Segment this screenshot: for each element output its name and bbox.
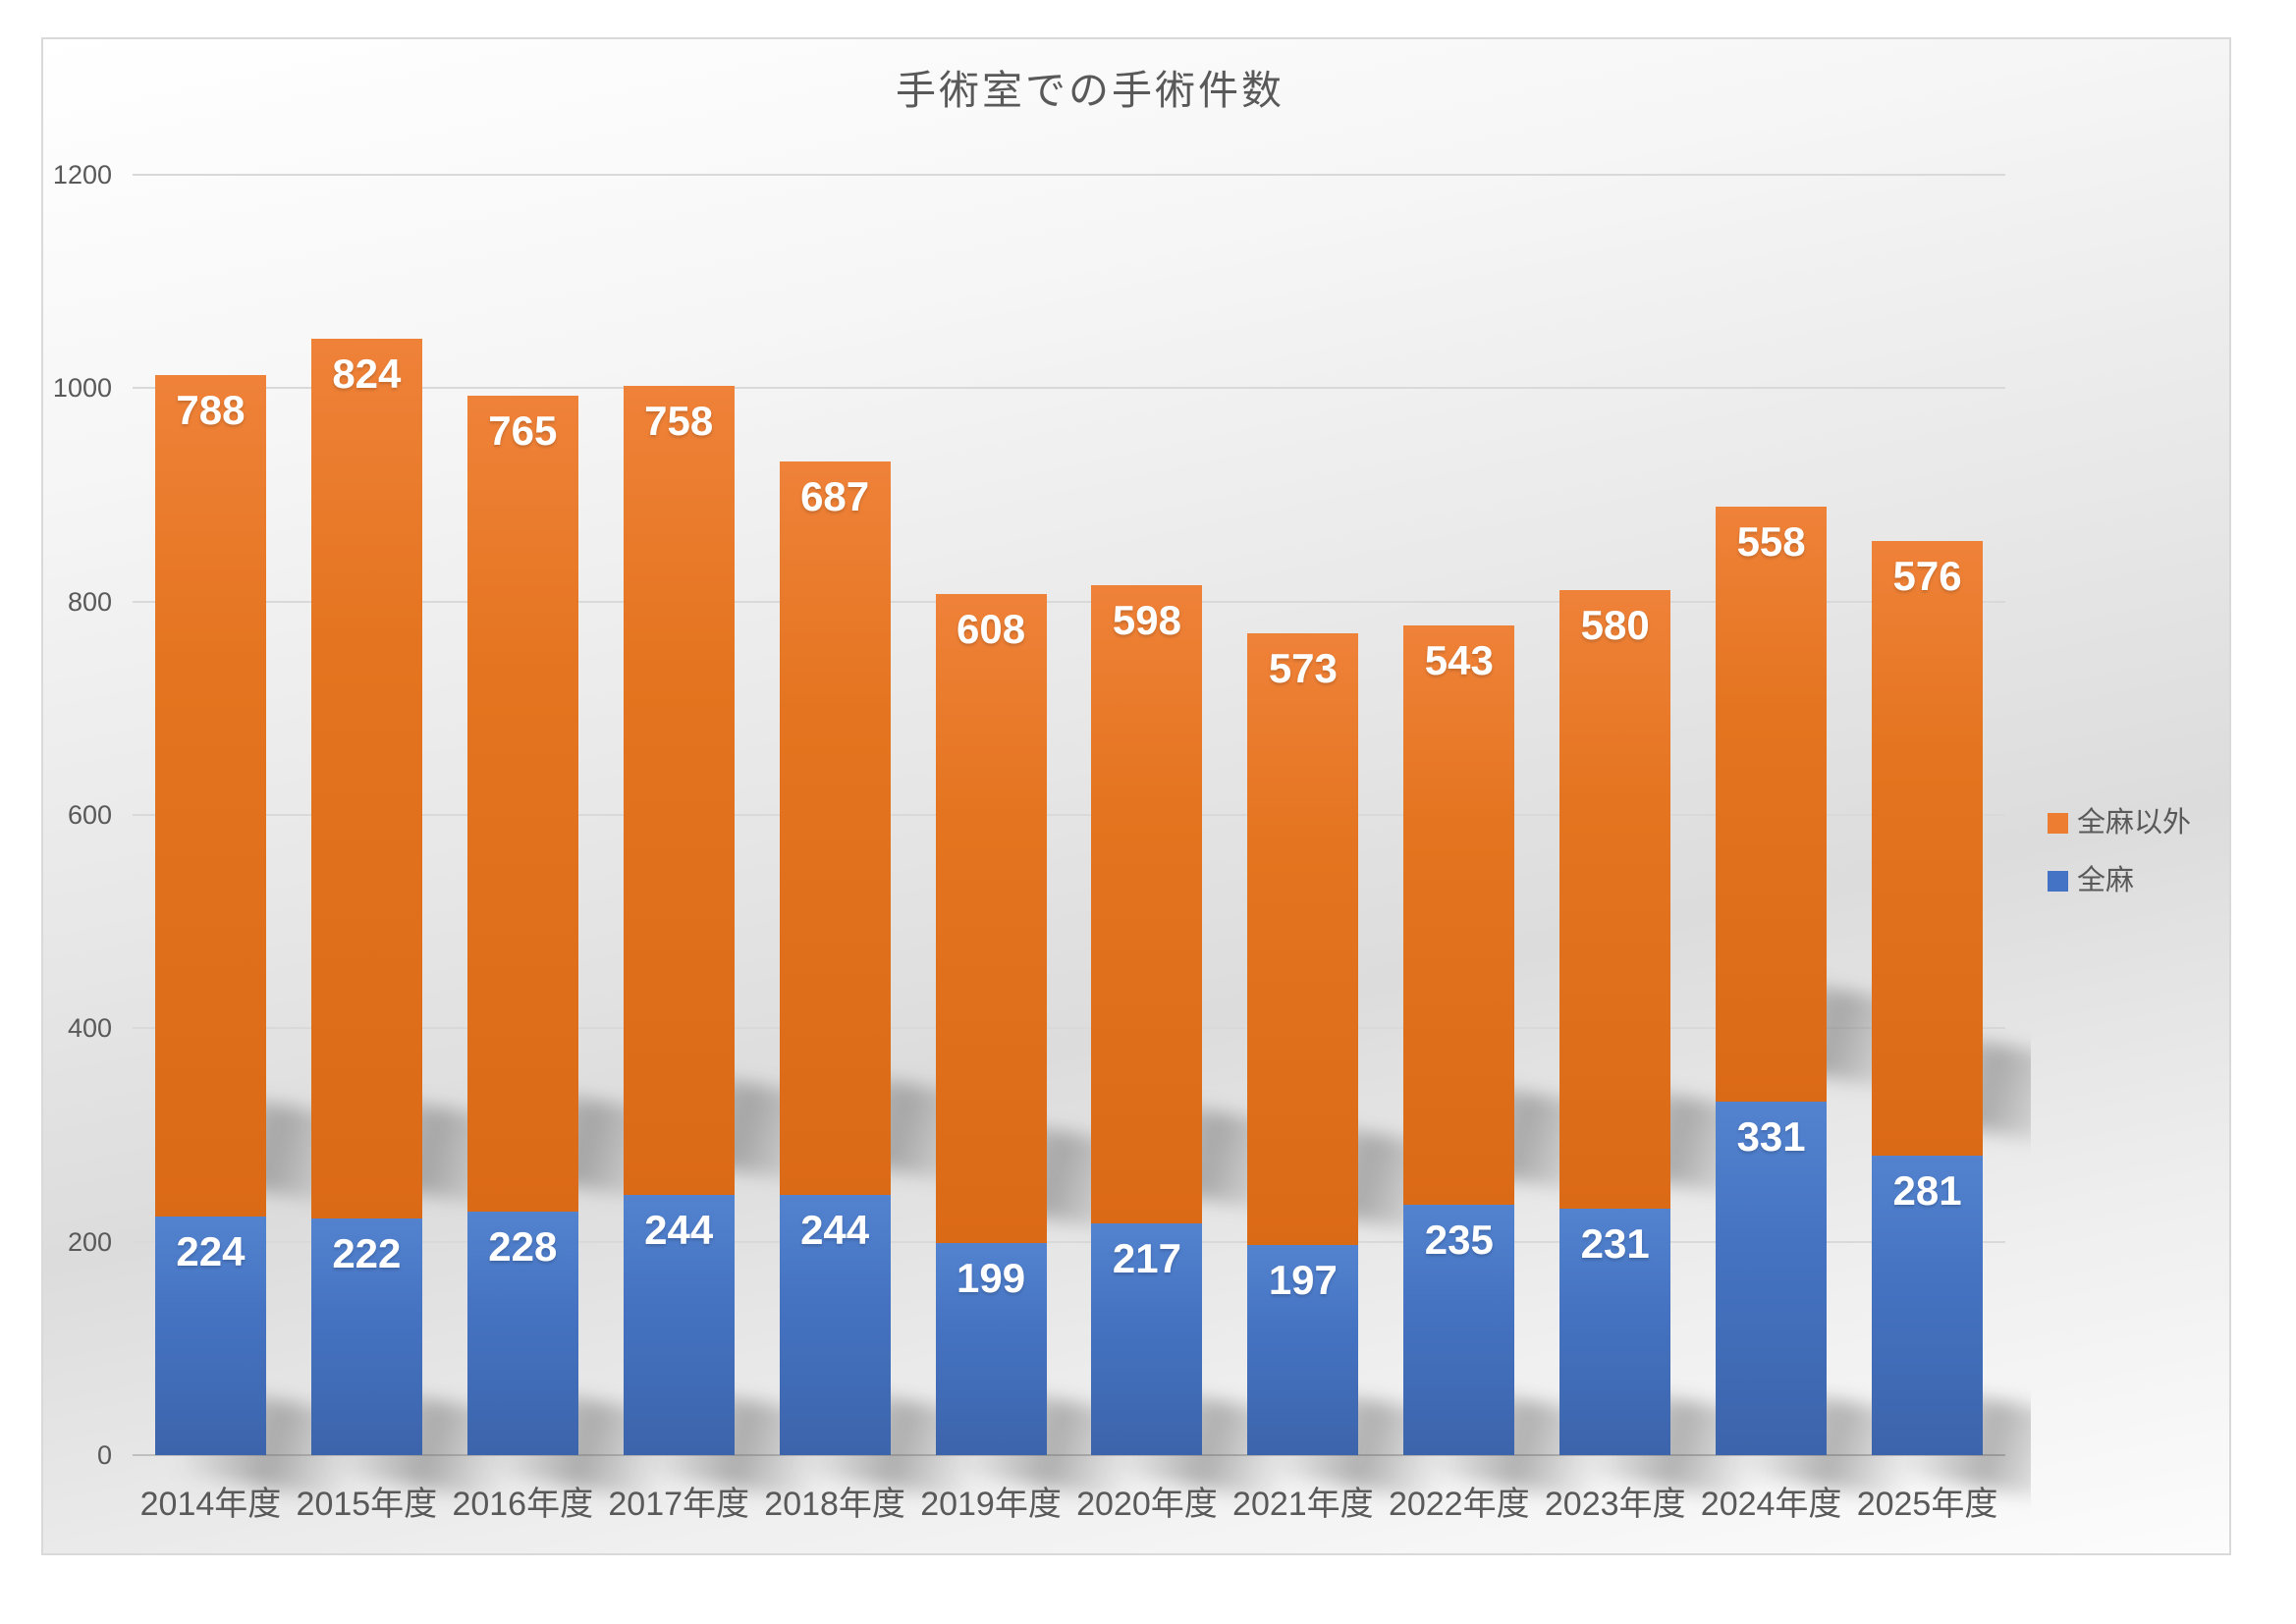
value-label-general: 217 bbox=[1112, 1235, 1181, 1282]
legend-item-non-general-anesthesia[interactable]: 全麻以外 bbox=[2048, 807, 2191, 839]
value-label-general: 222 bbox=[332, 1229, 402, 1276]
value-label-non-general: 558 bbox=[1736, 517, 1806, 565]
segment-non-general-2025年度[interactable]: 576 bbox=[1872, 540, 1984, 1156]
x-axis-label-2019年度: 2019年度 bbox=[920, 1486, 1062, 1523]
value-label-non-general: 598 bbox=[1112, 597, 1181, 644]
x-axis-label-2014年度: 2014年度 bbox=[139, 1486, 282, 1523]
gridline-600 bbox=[133, 814, 2005, 816]
value-label-general: 231 bbox=[1580, 1219, 1650, 1267]
value-label-general: 244 bbox=[800, 1206, 870, 1253]
segment-non-general-2019年度[interactable]: 608 bbox=[935, 594, 1047, 1243]
value-label-non-general: 758 bbox=[644, 398, 714, 445]
segment-non-general-2014年度[interactable]: 788 bbox=[154, 375, 266, 1217]
y-tick-label-400: 400 bbox=[67, 1013, 112, 1044]
stacked-bar-2023年度: 580 231 bbox=[1559, 589, 1671, 1455]
legend-label: 全麻以外 bbox=[2077, 807, 2192, 839]
segment-general-2015年度[interactable]: 222 bbox=[310, 1218, 422, 1455]
stacked-bar-2016年度: 765 228 bbox=[466, 395, 578, 1455]
value-label-general: 197 bbox=[1268, 1256, 1338, 1303]
segment-general-2021年度[interactable]: 197 bbox=[1247, 1244, 1359, 1455]
value-label-non-general: 543 bbox=[1424, 636, 1494, 683]
chart-title: 手術室での手術件数 bbox=[896, 68, 1285, 113]
x-axis-label-2018年度: 2018年度 bbox=[764, 1486, 905, 1523]
segment-general-2022年度[interactable]: 235 bbox=[1403, 1204, 1515, 1455]
stacked-bar-2024年度: 558 331 bbox=[1716, 506, 1828, 1455]
stacked-bar-2025年度: 576 281 bbox=[1872, 540, 1984, 1455]
segment-non-general-2016年度[interactable]: 765 bbox=[466, 395, 578, 1213]
value-label-non-general: 687 bbox=[800, 473, 870, 520]
x-axis-label-2024年度: 2024年度 bbox=[1700, 1486, 1842, 1523]
segment-general-2023年度[interactable]: 231 bbox=[1559, 1208, 1671, 1455]
y-tick-label-600: 600 bbox=[67, 800, 112, 830]
x-axis-label-2025年度: 2025年度 bbox=[1856, 1486, 1998, 1523]
x-axis-label-2015年度: 2015年度 bbox=[296, 1486, 438, 1523]
gridline-800 bbox=[133, 600, 2005, 603]
x-axis-label-2020年度: 2020年度 bbox=[1076, 1486, 1218, 1523]
y-tick-label-800: 800 bbox=[67, 586, 112, 617]
stacked-bar-2017年度: 758 244 bbox=[623, 386, 735, 1455]
value-label-general: 244 bbox=[644, 1206, 714, 1253]
segment-non-general-2022年度[interactable]: 543 bbox=[1403, 624, 1515, 1205]
x-axis-label-2017年度: 2017年度 bbox=[608, 1486, 750, 1523]
y-tick-label-1200: 1200 bbox=[52, 160, 112, 189]
stacked-bar-2015年度: 824 222 bbox=[310, 339, 422, 1455]
segment-non-general-2020年度[interactable]: 598 bbox=[1091, 585, 1203, 1224]
chart-frame: 手術室での手術件数 全麻以外 全麻 0 200 400 600 800 1000 1200 7… bbox=[41, 37, 2231, 1555]
y-tick-label-1000: 1000 bbox=[52, 373, 112, 404]
segment-non-general-2018年度[interactable]: 687 bbox=[779, 461, 891, 1195]
y-tick-label-200: 200 bbox=[67, 1226, 112, 1257]
segment-non-general-2015年度[interactable]: 824 bbox=[310, 339, 422, 1218]
legend: 全麻以外 全麻 bbox=[2048, 807, 2191, 923]
segment-non-general-2023年度[interactable]: 580 bbox=[1559, 589, 1671, 1209]
value-label-non-general: 580 bbox=[1580, 601, 1650, 648]
value-label-general: 228 bbox=[488, 1223, 558, 1271]
x-axis-line bbox=[133, 1454, 2005, 1456]
gridline-400 bbox=[133, 1027, 2005, 1030]
value-label-general: 331 bbox=[1736, 1113, 1806, 1161]
stacked-bar-2022年度: 543 235 bbox=[1403, 624, 1515, 1455]
segment-general-2024年度[interactable]: 331 bbox=[1716, 1102, 1828, 1455]
segment-general-2016年度[interactable]: 228 bbox=[466, 1212, 578, 1455]
value-label-general: 224 bbox=[176, 1227, 246, 1274]
segment-general-2014年度[interactable]: 224 bbox=[154, 1216, 266, 1455]
segment-general-2019年度[interactable]: 199 bbox=[935, 1242, 1047, 1455]
segment-general-2025年度[interactable]: 281 bbox=[1872, 1155, 1984, 1455]
segment-general-2020年度[interactable]: 217 bbox=[1091, 1223, 1203, 1455]
segment-non-general-2021年度[interactable]: 573 bbox=[1247, 633, 1359, 1245]
gridline-1000 bbox=[133, 387, 2005, 390]
x-axis-label-2021年度: 2021年度 bbox=[1232, 1486, 1374, 1523]
value-label-non-general: 573 bbox=[1268, 645, 1338, 692]
stacked-bar-2014年度: 788 224 bbox=[154, 375, 266, 1455]
legend-item-general-anesthesia[interactable]: 全麻 bbox=[2048, 865, 2191, 897]
legend-swatch-blue-icon bbox=[2048, 871, 2068, 892]
x-axis-label-2022年度: 2022年度 bbox=[1388, 1486, 1530, 1523]
legend-swatch-orange-icon bbox=[2048, 813, 2068, 834]
segment-general-2017年度[interactable]: 244 bbox=[623, 1194, 735, 1455]
value-label-non-general: 608 bbox=[956, 606, 1026, 653]
segment-general-2018年度[interactable]: 244 bbox=[779, 1194, 891, 1455]
stacked-bar-2019年度: 608 199 bbox=[935, 594, 1047, 1455]
value-label-non-general: 788 bbox=[176, 387, 246, 434]
value-label-non-general: 824 bbox=[332, 351, 402, 398]
segment-non-general-2017年度[interactable]: 758 bbox=[623, 386, 735, 1195]
legend-label: 全麻 bbox=[2077, 865, 2135, 896]
value-label-non-general: 576 bbox=[1892, 552, 1962, 599]
value-label-general: 199 bbox=[956, 1254, 1026, 1301]
value-label-general: 235 bbox=[1424, 1216, 1494, 1263]
gridline-1200 bbox=[133, 174, 2005, 176]
stacked-bar-2020年度: 598 217 bbox=[1091, 585, 1203, 1455]
stacked-bar-2018年度: 687 244 bbox=[779, 461, 891, 1455]
gridline-200 bbox=[133, 1240, 2005, 1243]
stacked-bar-2021年度: 573 197 bbox=[1247, 633, 1359, 1455]
value-label-general: 281 bbox=[1892, 1166, 1962, 1214]
y-tick-label-0: 0 bbox=[96, 1440, 112, 1470]
x-axis-label-2016年度: 2016年度 bbox=[452, 1486, 594, 1523]
value-label-non-general: 765 bbox=[488, 406, 558, 454]
segment-non-general-2024年度[interactable]: 558 bbox=[1716, 506, 1828, 1103]
x-axis-label-2023年度: 2023年度 bbox=[1544, 1486, 1686, 1523]
